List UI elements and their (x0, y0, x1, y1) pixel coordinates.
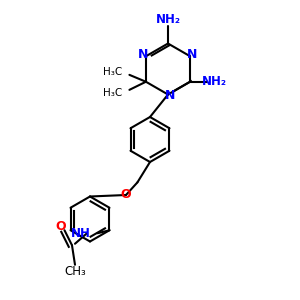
Text: H₃C: H₃C (103, 88, 122, 98)
Text: N: N (165, 89, 176, 103)
Text: H₃C: H₃C (103, 67, 122, 77)
Text: NH₂: NH₂ (155, 13, 181, 26)
Text: N: N (187, 48, 198, 61)
Text: NH₂: NH₂ (202, 75, 227, 88)
Text: N: N (138, 48, 149, 61)
Text: O: O (56, 220, 66, 233)
Text: CH₃: CH₃ (64, 266, 86, 278)
Text: O: O (121, 188, 131, 202)
Text: NH: NH (71, 227, 91, 240)
